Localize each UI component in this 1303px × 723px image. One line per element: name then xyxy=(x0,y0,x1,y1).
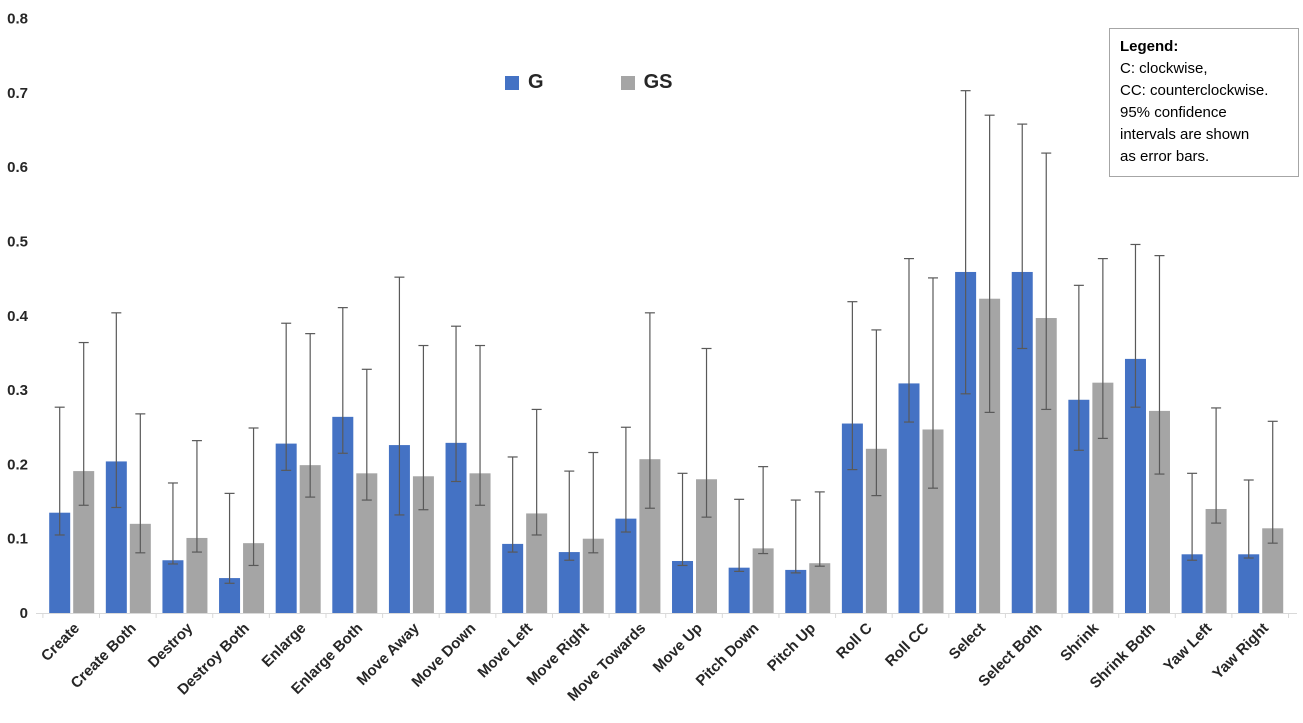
bar-gs-move-away xyxy=(412,476,434,613)
x-category-label: Create xyxy=(38,620,83,665)
x-category-label: Move Left xyxy=(474,620,536,682)
x-category-label: Select xyxy=(946,620,989,663)
bar-gs-roll-cc xyxy=(922,429,944,613)
bar-g-select xyxy=(955,271,977,613)
bar-gs-select-both xyxy=(1035,318,1057,613)
bar-gs-shrink-both xyxy=(1148,410,1170,613)
y-tick-label: 0.3 xyxy=(7,382,28,399)
bar-gs-roll-c xyxy=(865,448,887,613)
bar-gs-pitch-up xyxy=(809,563,831,613)
legend-note-line: CC: counterclockwise. xyxy=(1120,82,1269,99)
bar-g-move-down xyxy=(445,442,467,613)
series-g-swatch xyxy=(505,75,519,90)
x-category-label: Shrink xyxy=(1057,619,1102,664)
bar-g-destroy xyxy=(162,560,184,613)
bar-g-pitch-up xyxy=(785,569,807,613)
bar-g-enlarge-both xyxy=(332,416,354,613)
bar-g-move-away xyxy=(388,445,410,613)
legend-note-line: C: clockwise, xyxy=(1120,60,1208,77)
bar-g-select-both xyxy=(1011,271,1033,613)
bar-gs-move-up xyxy=(696,479,718,613)
bar-gs-yaw-right xyxy=(1262,528,1284,613)
series-gs-swatch xyxy=(620,75,635,90)
bar-gs-enlarge xyxy=(299,465,321,613)
bar-g-shrink xyxy=(1068,399,1090,613)
bar-g-roll-cc xyxy=(898,383,920,613)
bar-g-yaw-right xyxy=(1238,554,1260,613)
y-tick-label: 0.5 xyxy=(7,234,28,251)
x-category-label: Destroy xyxy=(145,619,197,671)
bar-gs-move-right xyxy=(582,538,604,613)
bar-gs-destroy xyxy=(186,537,208,613)
y-tick-label: 0.7 xyxy=(7,85,28,102)
bar-gs-destroy-both xyxy=(243,543,265,613)
bar-gs-create-both xyxy=(129,523,151,613)
bar-gs-yaw-left xyxy=(1205,508,1227,613)
series-g-label: G xyxy=(528,71,544,93)
bar-gs-move-down xyxy=(469,473,491,613)
y-tick-label: 0.1 xyxy=(7,531,28,548)
x-category-label: Move Up xyxy=(650,620,706,676)
x-category-label: Roll C xyxy=(833,620,876,663)
x-category-label: Pitch Up xyxy=(764,620,819,675)
bar-gs-select xyxy=(979,298,1001,613)
y-tick-label: 0.4 xyxy=(7,308,29,325)
bar-g-enlarge xyxy=(275,443,297,613)
bar-gs-shrink xyxy=(1092,382,1114,613)
bar-g-create-both xyxy=(105,461,127,613)
bar-g-roll-c xyxy=(841,423,863,613)
bar-g-yaw-left xyxy=(1181,554,1203,613)
bar-gs-create xyxy=(73,471,95,613)
legend-note-line: intervals are shown xyxy=(1120,126,1250,143)
x-category-label: Yaw Left xyxy=(1160,620,1215,675)
bar-g-move-up xyxy=(672,560,694,613)
legend-note-line: as error bars. xyxy=(1120,148,1210,165)
bar-g-move-right xyxy=(558,552,580,613)
bar-gs-pitch-down xyxy=(752,548,774,613)
y-tick-label: 0.2 xyxy=(7,456,28,473)
y-tick-label: 0.6 xyxy=(7,159,28,176)
x-category-label: Enlarge xyxy=(259,620,310,671)
legend-note-line: 95% confidence xyxy=(1120,104,1227,121)
bar-g-destroy-both xyxy=(219,578,241,613)
x-category-label: Yaw Right xyxy=(1209,620,1272,683)
series-gs-label: GS xyxy=(643,71,673,93)
series-legend: G GS xyxy=(505,71,672,94)
y-tick-label: 0.8 xyxy=(7,11,28,28)
bar-g-pitch-down xyxy=(728,567,750,613)
bar-g-move-towards xyxy=(615,518,637,613)
bar-g-move-left xyxy=(502,543,524,613)
bar-gs-move-towards xyxy=(639,459,661,613)
y-tick-label: 0 xyxy=(20,605,28,622)
bar-gs-move-left xyxy=(526,513,548,613)
bar-g-shrink-both xyxy=(1124,358,1146,613)
legend-note-title: Legend: xyxy=(1120,38,1179,55)
bar-g-create xyxy=(49,512,71,613)
bar-gs-enlarge-both xyxy=(356,473,378,613)
legend-note-box: Legend: C: clockwise, CC: counterclockwi… xyxy=(1109,28,1299,177)
x-category-label: Roll CC xyxy=(882,620,932,670)
